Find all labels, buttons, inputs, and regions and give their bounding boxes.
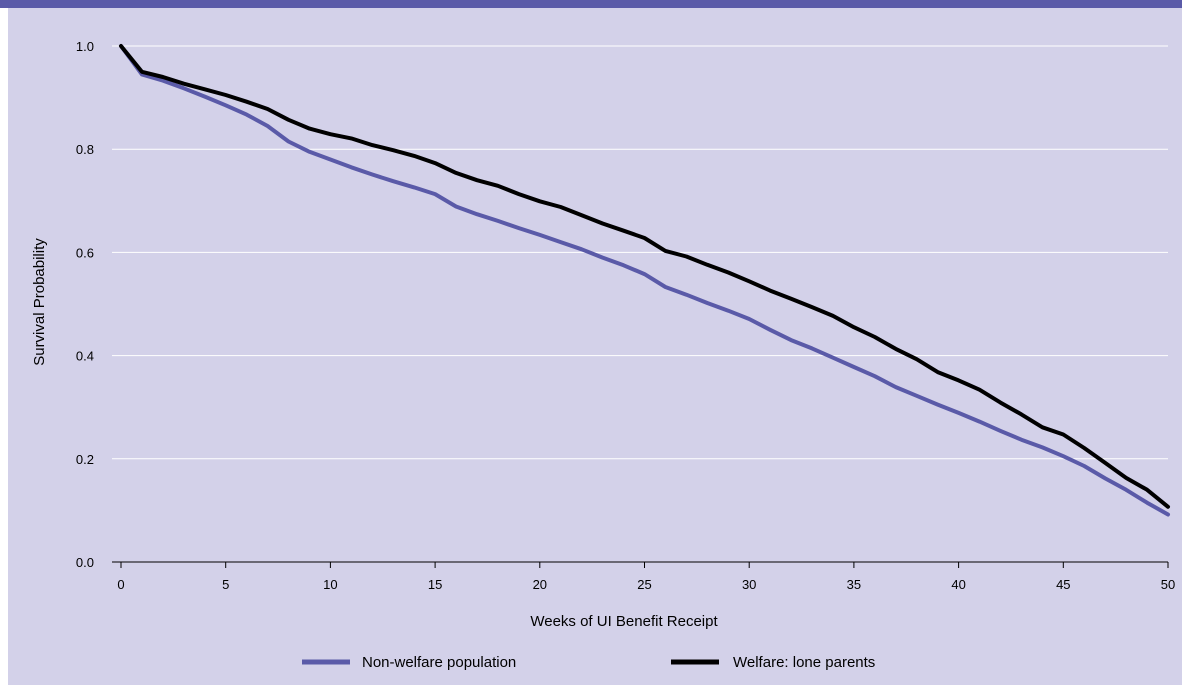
y-tick-label: 0.2 [76,452,94,467]
x-axis-title: Weeks of UI Benefit Receipt [530,613,718,630]
x-tick-label: 25 [637,577,651,592]
top-bar [0,0,1182,8]
x-tick-label: 5 [222,577,229,592]
y-tick-label: 0.8 [76,142,94,157]
chart-background [8,8,1182,685]
x-tick-label: 10 [323,577,337,592]
series-line-welfare [119,44,1170,509]
x-tick-label: 0 [117,577,124,592]
x-tick-label: 50 [1161,577,1175,592]
legend: Non-welfare population Welfare: lone par… [302,654,875,671]
y-tick-label: 0.4 [76,349,94,364]
x-tick-label: 20 [533,577,547,592]
y-tick-label: 1.0 [76,39,94,54]
series-line-non-welfare [119,44,1170,517]
y-tick-labels: 0.0 0.2 0.4 0.6 0.8 1.0 [76,39,94,570]
y-axis-title: Survival Probability [31,238,48,366]
legend-label-welfare: Welfare: lone parents [733,654,875,671]
x-tick-labels: 0 5 10 15 20 25 30 35 40 45 50 [117,562,1175,592]
x-tick-label: 15 [428,577,442,592]
gridlines [112,45,1168,460]
y-tick-label: 0.6 [76,245,94,260]
x-tick-label: 30 [742,577,756,592]
x-tick-label: 40 [951,577,965,592]
y-tick-label: 0.0 [76,555,94,570]
series-lines [119,44,1170,517]
legend-label-non-welfare: Non-welfare population [362,654,516,671]
x-tick-label: 35 [847,577,861,592]
x-tick-label: 45 [1056,577,1070,592]
